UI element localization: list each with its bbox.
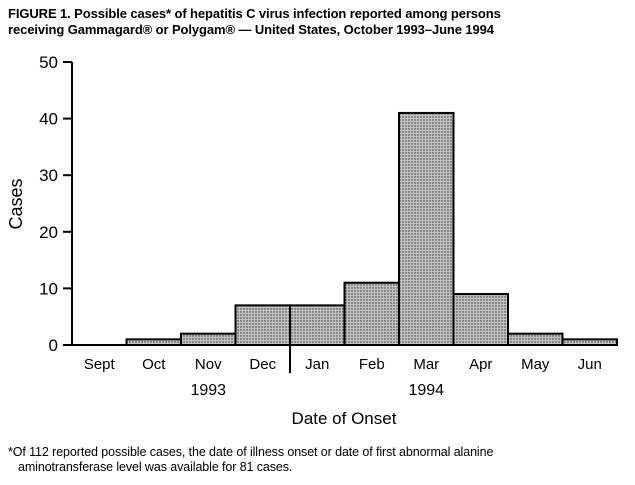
x-tick-label-apr: Apr [469,356,492,373]
year-label-1993: 1993 [190,382,226,399]
y-tick-label-40: 40 [39,110,58,129]
y-tick-label-20: 20 [39,223,58,242]
footnote-line2: aminotransferase level was available for… [18,460,293,474]
bar-Jan [289,304,346,347]
y-tick-label-50: 50 [39,53,58,72]
figure-title: FIGURE 1. Possible cases* of hepatitis C… [8,6,628,38]
x-tick-label-jun: Jun [578,356,602,373]
bar-May [507,332,564,346]
x-tick-label-feb: Feb [359,356,385,373]
y-tick-label-10: 10 [39,279,58,298]
x-tick-label-oct: Oct [142,356,166,373]
y-tick-label-0: 0 [49,336,58,355]
footnote: *Of 112 reported possible cases, the dat… [8,445,628,475]
figure-title-line2: receiving Gammagard® or Polygam® — Unite… [8,22,494,37]
x-tick-label-dec: Dec [249,356,276,373]
bar-Mar [398,111,455,346]
bar-Dec [234,304,291,347]
bar-Apr [452,293,509,346]
x-tick-label-jan: Jan [305,356,329,373]
figure-title-line1: FIGURE 1. Possible cases* of hepatitis C… [8,6,501,21]
x-tick-label-sept: Sept [84,356,116,373]
bar-chart: Cases Date of Onset 0 10 20 30 40 50 Sept Oct No… [6,53,618,428]
footnote-line1: *Of 112 reported possible cases, the dat… [8,445,494,459]
x-tick-label-nov: Nov [195,356,222,373]
bar-Feb [343,281,400,347]
x-axis-title: Date of Onset [292,409,397,428]
year-label-1994: 1994 [408,382,444,399]
bar-Nov [180,332,237,346]
y-axis-title: Cases [6,178,26,229]
x-tick-label-may: May [521,356,550,373]
y-tick-label-30: 30 [39,166,58,185]
x-tick-label-mar: Mar [413,356,439,373]
